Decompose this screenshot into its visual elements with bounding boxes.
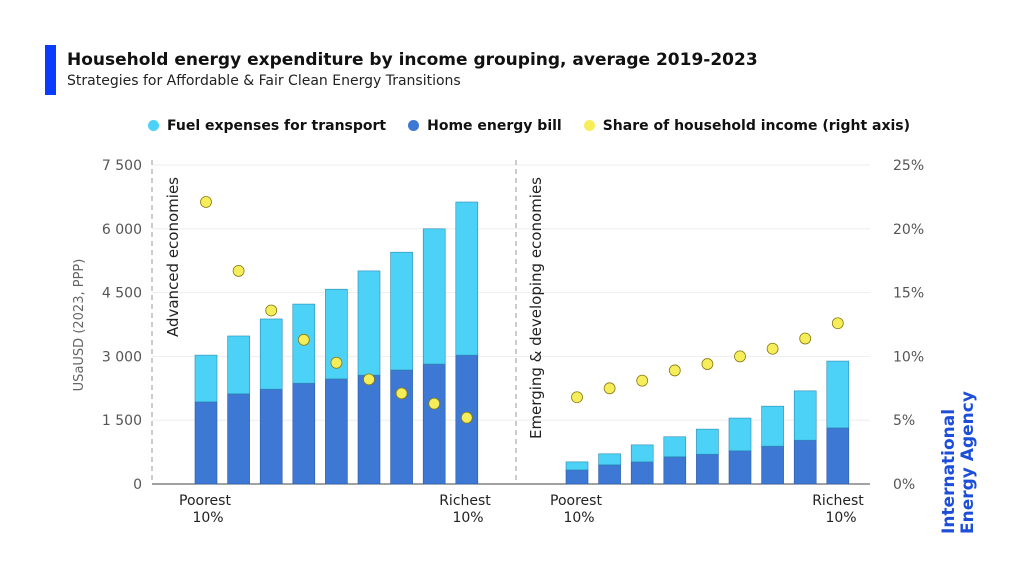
x-label-poorest-pct: 10% <box>563 510 594 526</box>
legend-swatch-share <box>583 120 595 131</box>
x-label-poorest: Poorest <box>179 493 231 509</box>
bar-home-energy <box>259 388 283 485</box>
share-point <box>831 317 844 330</box>
bar-transport <box>761 405 784 447</box>
y-tick-label: 4 500 <box>102 286 142 302</box>
bar-home-energy <box>826 427 850 485</box>
y-tick-label: 6 000 <box>102 222 142 238</box>
share-point <box>363 373 375 386</box>
bar-home-energy <box>325 378 348 485</box>
bar-transport <box>696 428 719 455</box>
share-point <box>330 356 343 369</box>
share-point <box>766 342 779 355</box>
bar-home-energy <box>565 469 589 485</box>
x-label-poorest: Poorest <box>550 493 602 509</box>
share-point <box>701 358 714 370</box>
bar-home-energy <box>598 464 621 485</box>
share-point <box>668 364 681 377</box>
x-label-richest-pct: 10% <box>825 510 856 526</box>
share-point <box>265 304 278 317</box>
y-axis-label: USaUSD (2023, PPP) <box>72 259 87 392</box>
title-accent-bar <box>45 45 56 95</box>
x-label-richest: Richest <box>439 493 491 509</box>
legend-item-home: Home energy bill <box>408 118 562 134</box>
bar-transport <box>826 360 850 429</box>
y2-tick-label: 20% <box>893 222 924 238</box>
bar-home-energy <box>793 439 817 485</box>
bar-home-energy <box>357 374 381 485</box>
share-point <box>297 333 310 346</box>
bar-home-energy <box>292 382 316 485</box>
bar-home-energy <box>227 393 250 485</box>
chart-title: Household energy expenditure by income g… <box>67 50 758 70</box>
bar-transport <box>598 453 621 466</box>
bar-transport <box>728 417 752 452</box>
bar-home-energy <box>630 461 654 485</box>
bar-home-energy <box>422 363 446 485</box>
share-point <box>603 382 616 395</box>
bar-transport <box>390 251 413 371</box>
y2-tick-label: 5% <box>893 413 915 429</box>
y-tick-label: 1 500 <box>102 413 142 429</box>
bar-transport <box>227 335 250 395</box>
y-tick-label: 3 000 <box>102 349 142 365</box>
x-label-poorest-pct: 10% <box>192 510 223 526</box>
x-label-richest: Richest <box>812 493 864 509</box>
share-point <box>799 332 812 345</box>
bar-home-energy <box>728 450 752 485</box>
panel-label: Advanced economies <box>164 177 182 337</box>
y2-tick-label: 10% <box>893 349 924 365</box>
y2-tick-label: 25% <box>893 158 924 174</box>
chart-subtitle: Strategies for Affordable & Fair Clean E… <box>67 73 461 89</box>
bar-transport <box>259 318 283 390</box>
iea-logo: International Energy Agency <box>939 391 978 534</box>
bar-transport <box>357 270 381 376</box>
bar-transport <box>325 288 348 380</box>
bar-transport <box>565 461 589 471</box>
legend-swatch-transport <box>148 120 159 131</box>
bar-transport <box>663 436 687 458</box>
bar-transport <box>793 390 817 441</box>
share-point <box>395 387 408 400</box>
legend: Fuel expenses for transport Home energy … <box>148 118 910 134</box>
legend-item-share: Share of household income (right axis) <box>583 118 910 134</box>
y2-tick-label: 0% <box>893 477 915 493</box>
bar-home-energy <box>390 369 413 485</box>
y-tick-label: 0 <box>133 477 142 493</box>
legend-swatch-home <box>408 120 420 131</box>
share-point <box>636 374 649 387</box>
share-point <box>460 411 473 424</box>
bar-home-energy <box>663 456 687 485</box>
bar-home-energy <box>761 445 784 485</box>
bar-home-energy <box>194 401 218 485</box>
bar-transport <box>422 228 446 365</box>
share-point <box>571 391 583 404</box>
share-point <box>200 196 212 208</box>
y-tick-label: 7 500 <box>102 158 142 174</box>
legend-item-transport: Fuel expenses for transport <box>148 118 386 134</box>
x-label-richest-pct: 10% <box>452 510 483 526</box>
share-point <box>734 350 746 363</box>
bar-transport <box>630 444 654 463</box>
share-point <box>428 397 441 410</box>
bar-transport <box>455 201 479 356</box>
y2-tick-label: 15% <box>893 286 924 302</box>
bar-home-energy <box>696 453 719 485</box>
share-point <box>232 265 245 277</box>
panel-label: Emerging & developing economies <box>527 177 545 439</box>
bar-transport <box>194 354 218 403</box>
